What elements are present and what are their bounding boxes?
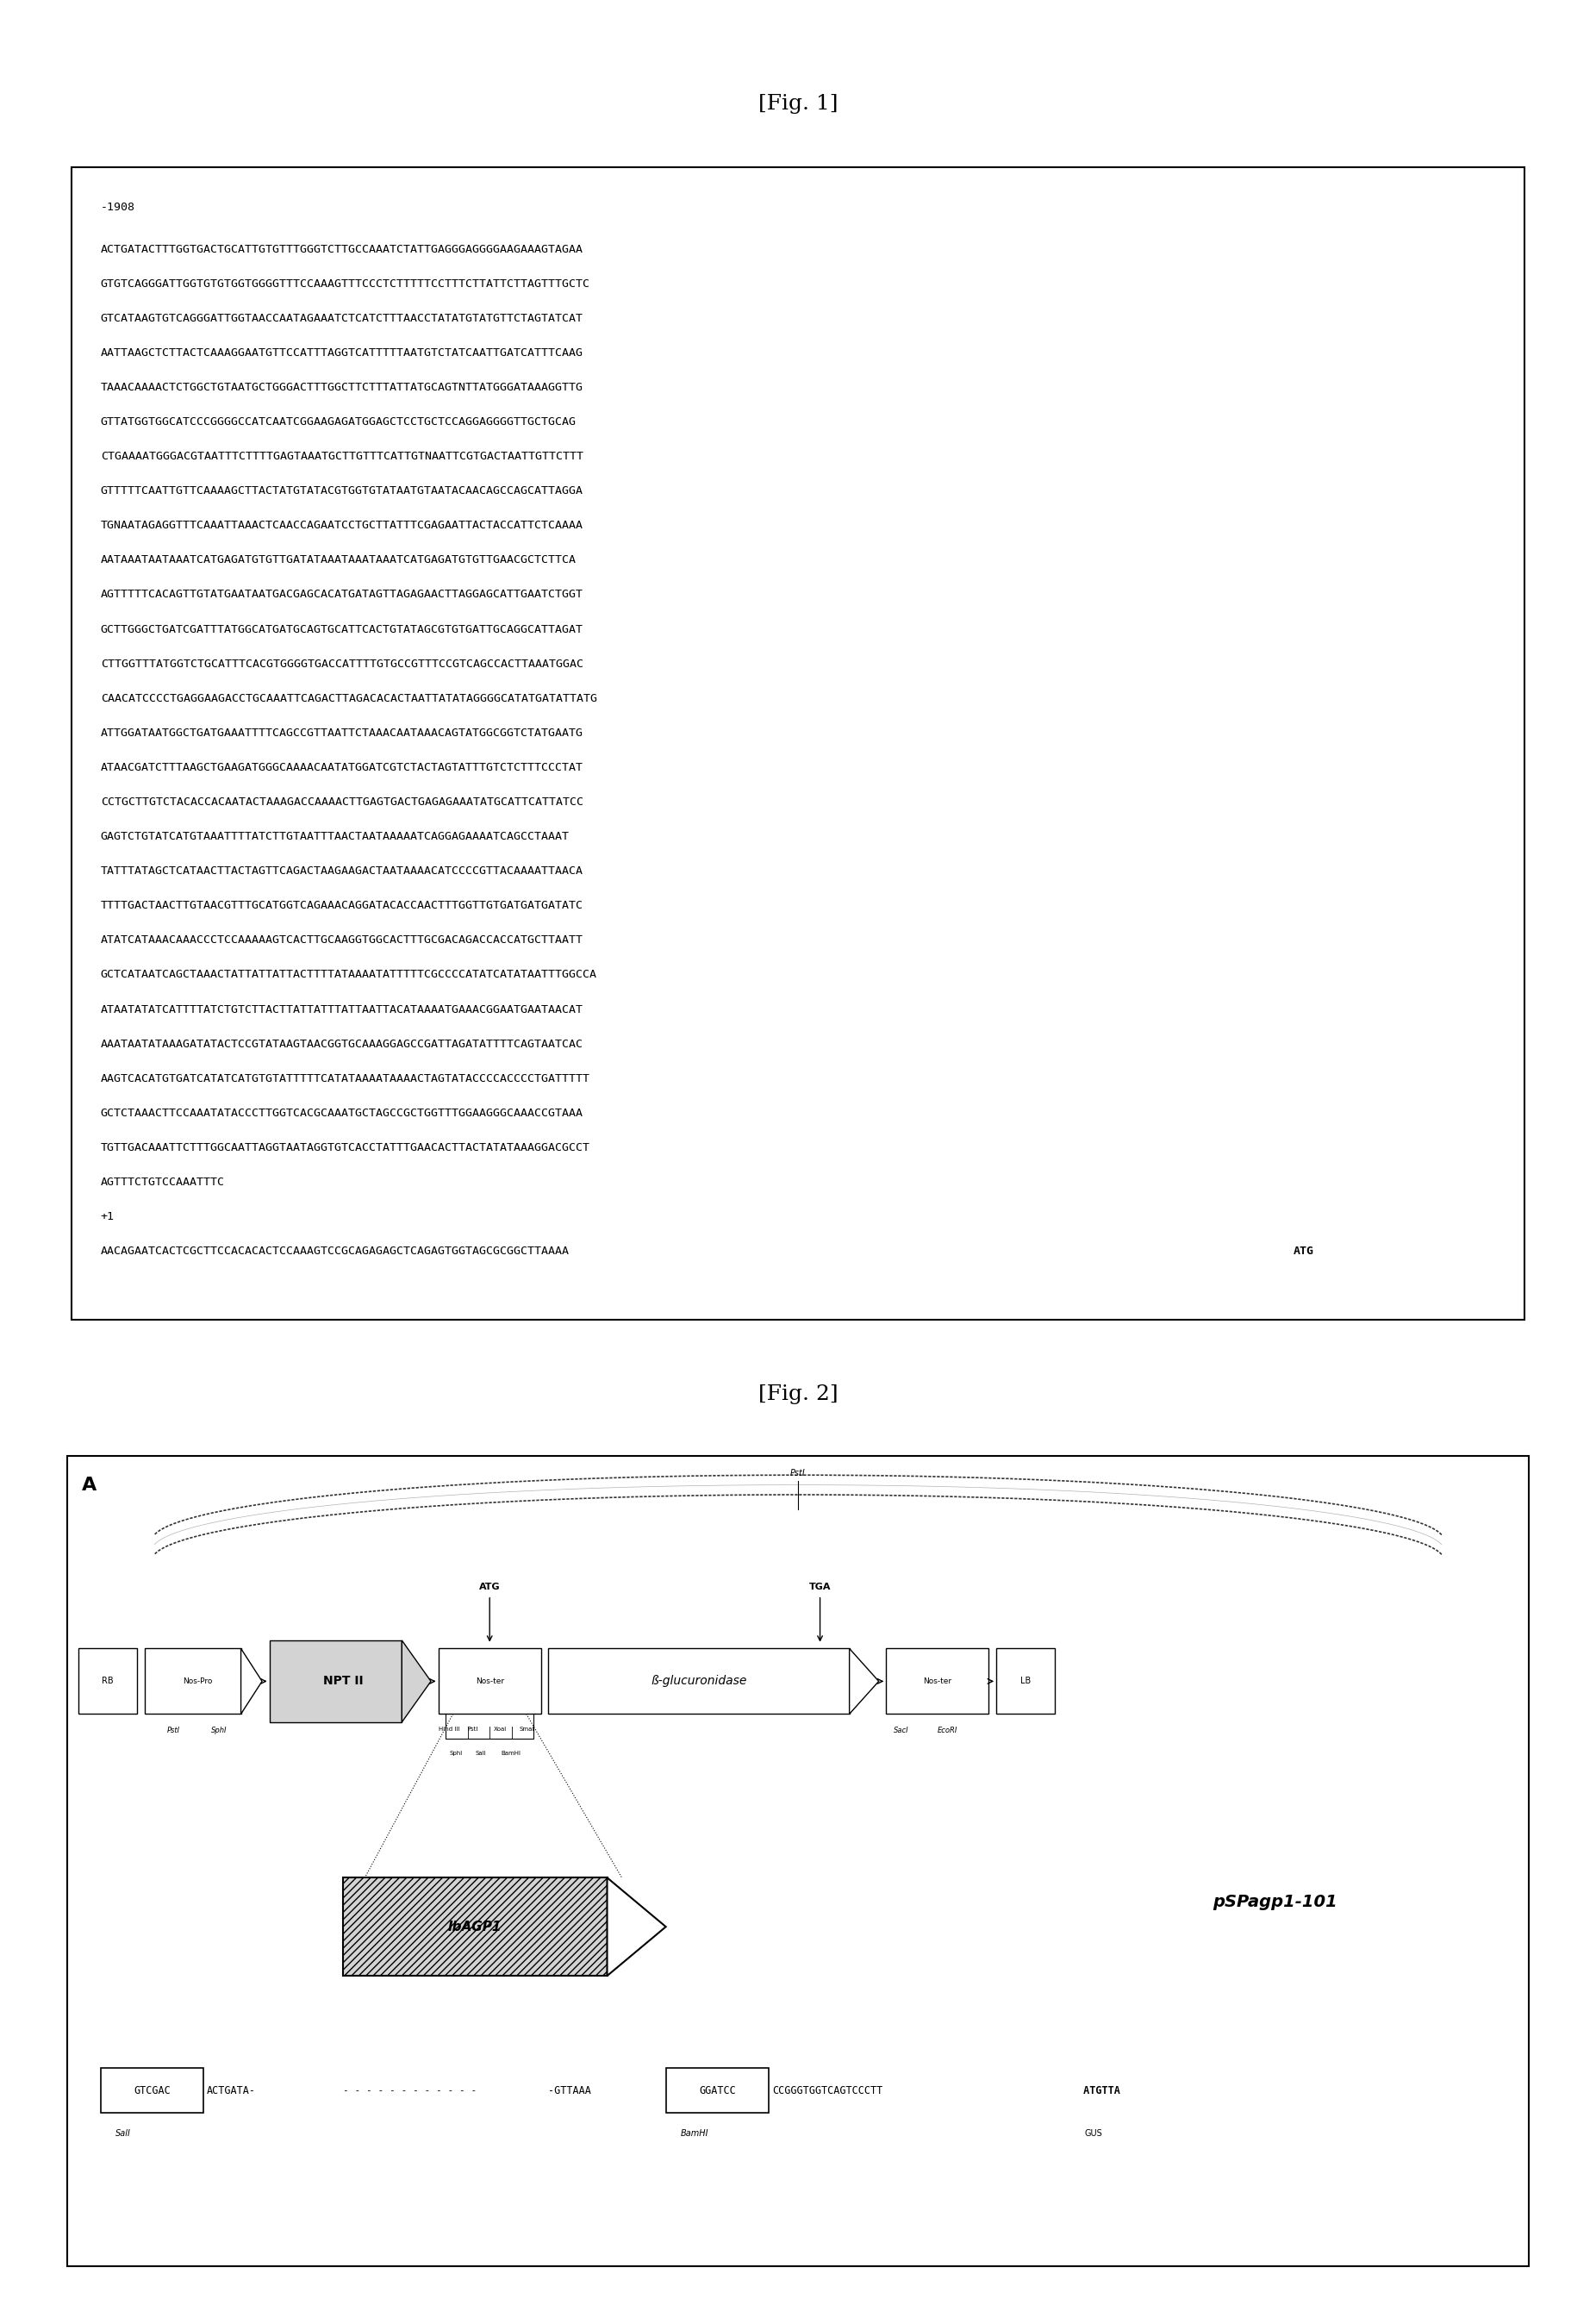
Text: IbAGP1: IbAGP1 [448, 1920, 501, 1934]
Text: PstI: PstI [468, 1726, 479, 1731]
Text: TGA: TGA [809, 1584, 832, 1590]
Text: Nos-ter: Nos-ter [476, 1678, 504, 1685]
FancyBboxPatch shape [78, 1648, 137, 1715]
Text: PstI: PstI [166, 1726, 180, 1733]
FancyBboxPatch shape [67, 1457, 1529, 2266]
Text: GTCATAAGTGTCAGGGATTGGTAACCAATAGAAATCTCATCTTTAACCTATATGTATGTTCTAGTATCAT: GTCATAAGTGTCAGGGATTGGTAACCAATAGAAATCTCAT… [101, 313, 583, 325]
FancyBboxPatch shape [666, 2068, 769, 2114]
Text: CTGAAAATGGGACGTAATTTCTTTTGAGTAAATGCTTGTTTCATTGTNAATTCGTGACTAATTGTTCTTT: CTGAAAATGGGACGTAATTTCTTTTGAGTAAATGCTTGTT… [101, 452, 583, 461]
FancyBboxPatch shape [145, 1648, 241, 1715]
Text: SacI: SacI [894, 1726, 908, 1733]
Text: EcoRI: EcoRI [937, 1726, 958, 1733]
FancyBboxPatch shape [996, 1648, 1055, 1715]
Text: SphI: SphI [450, 1752, 463, 1756]
Text: GTGTCAGGGATTGGTGTGTGGTGGGGTTTCCAAAGTTTCCCTCTTTTTCCTTTCTTATTCTTAGTTTGCTC: GTGTCAGGGATTGGTGTGTGGTGGGGTTTCCAAAGTTTCC… [101, 279, 591, 290]
Text: ACTGATA-: ACTGATA- [207, 2084, 255, 2095]
Text: XoaI: XoaI [493, 1726, 506, 1731]
Text: GCTTGGGCTGATCGATTTATGGCATGATGCAGTGCATTCACTGTATAGCGTGTGATTGCAGGCATTAGAT: GCTTGGGCTGATCGATTTATGGCATGATGCAGTGCATTCA… [101, 625, 583, 634]
Text: ß-glucuronidase: ß-glucuronidase [651, 1676, 747, 1687]
FancyBboxPatch shape [101, 2068, 203, 2114]
FancyBboxPatch shape [886, 1648, 990, 1715]
Text: A: A [83, 1478, 97, 1494]
Text: GAGTCTGTATCATGTAAATTTTATCTTGTAATTTAACTAATAAAAATCAGGAGAAAATCAGCCTAAAT: GAGTCTGTATCATGTAAATTTTATCTTGTAATTTAACTAA… [101, 832, 570, 841]
Text: AATAAATAATAAATCATGAGATGTGTTGATATAAATAAATAAATCATGAGATGTGTTGAACGCTCTTCA: AATAAATAATAAATCATGAGATGTGTTGATATAAATAAAT… [101, 556, 576, 565]
Text: TGTTGACAAATTCTTTGGCAATTAGGTAATAGGTGTCACCTATTTGAACACTTACTATATAAAGGACGCCT: TGTTGACAAATTCTTTGGCAATTAGGTAATAGGTGTCACC… [101, 1141, 591, 1152]
Text: -1908: -1908 [101, 203, 136, 214]
Text: AGTTTCTGTCCAAATTTC: AGTTTCTGTCCAAATTTC [101, 1176, 225, 1187]
FancyBboxPatch shape [549, 1648, 849, 1715]
Text: AACAGAATCACTCGCTTCCACACACTCCAAAGTCCGCAGAGAGCTCAGAGTGGTAGCGCGGCTTAAAA: AACAGAATCACTCGCTTCCACACACTCCAAAGTCCGCAGA… [101, 1245, 570, 1256]
Text: TATTTATAGCTCATAACTTACTAGTTCAGACTAAGAAGACTAATAAAACATCCCCGTTACAAAATTAACA: TATTTATAGCTCATAACTTACTAGTTCAGACTAAGAAGAC… [101, 867, 583, 876]
Text: AAATAATATAAAGATATACTCCGTATAAGTAACGGTGCAAAGGAGCCGATTAGATATTTTCAGTAATCAC: AAATAATATAAAGATATACTCCGTATAAGTAACGGTGCAA… [101, 1037, 583, 1049]
Text: ATAATATATCATTTTATCTGTCTTACTTATTATTTATTAATTACATAAAATGAAACGGAATGAATAACAT: ATAATATATCATTTTATCTGTCTTACTTATTATTTATTAA… [101, 1003, 583, 1014]
Text: SalI: SalI [476, 1752, 485, 1756]
Text: TTTTGACTAACTTGTAACGTTTGCATGGTCAGAAACAGGATACACCAACTTTGGTTGTGATGATGATATC: TTTTGACTAACTTGTAACGTTTGCATGGTCAGAAACAGGA… [101, 901, 583, 910]
Text: PstI: PstI [790, 1468, 806, 1478]
Text: AAGTCACATGTGATCATATCATGTGTATTTTTCATATAAAATAAAACTAGTATACCCCACCCCTGATTTTT: AAGTCACATGTGATCATATCATGTGTATTTTTCATATAAA… [101, 1072, 591, 1083]
Text: CCTGCTTGTCTACACCACAATACTAAAGACCAAAACTTGAGTGACTGAGAGAAATATGCATTCATTATCC: CCTGCTTGTCTACACCACAATACTAAAGACCAAAACTTGA… [101, 798, 583, 807]
Text: SphI: SphI [211, 1726, 227, 1733]
Text: GTTATGGTGGCATCCCGGGGCCATCAATCGGAAGAGATGGAGCTCCTGCTCCAGGAGGGGTTGCTGCAG: GTTATGGTGGCATCCCGGGGCCATCAATCGGAAGAGATGG… [101, 417, 576, 426]
Text: ATG: ATG [1294, 1245, 1315, 1256]
Polygon shape [241, 1648, 262, 1715]
Text: AATTAAGCTCTTACTCAAAGGAATGTTCCATTTAGGTCATTTTTAATGTCTATCAATTGATCATTTCAAG: AATTAAGCTCTTACTCAAAGGAATGTTCCATTTAGGTCAT… [101, 348, 583, 360]
Text: -GTTAAA: -GTTAAA [549, 2084, 592, 2095]
Text: TGNAATAGAGGTTTCAAATTAAACTCAACCAGAATCCTGCTTATTTCGAGAATTACTACCATTCTCAAAA: TGNAATAGAGGTTTCAAATTAAACTCAACCAGAATCCTGC… [101, 521, 583, 530]
Text: LB: LB [1020, 1678, 1031, 1685]
Text: ATTGGATAATGGCTGATGAAATTTTCAGCCGTTAATTCTAAACAATAAACAGTATGGCGGTCTATGAATG: ATTGGATAATGGCTGATGAAATTTTCAGCCGTTAATTCTA… [101, 728, 583, 738]
Text: CTTGGTTTATGGTCTGCATTTCACGTGGGGTGACCATTTTGTGCCGTTTCCGTCAGCCACTTAAATGGAC: CTTGGTTTATGGTCTGCATTTCACGTGGGGTGACCATTTT… [101, 659, 583, 668]
Text: SmaI: SmaI [519, 1726, 535, 1731]
Text: RB: RB [102, 1678, 113, 1685]
Text: TAAACAAAACTCTGGCTGTAATGCTGGGACTTTGGCTTCTTTATTATGCAGTNTTATGGGATAAAGGTTG: TAAACAAAACTCTGGCTGTAATGCTGGGACTTTGGCTTCT… [101, 383, 583, 392]
Text: pSPagp1-101: pSPagp1-101 [1213, 1895, 1337, 1911]
Text: NPT II: NPT II [322, 1676, 362, 1687]
Text: SalI: SalI [115, 2130, 131, 2139]
Text: ATG: ATG [479, 1584, 500, 1590]
Text: AGTTTTTCACAGTTGTATGAATAATGACGAGCACATGATAGTTAGAGAACTTAGGAGCATTGAATCTGGT: AGTTTTTCACAGTTGTATGAATAATGACGAGCACATGATA… [101, 590, 583, 599]
Text: [Fig. 1]: [Fig. 1] [758, 95, 838, 113]
Text: GGATCC: GGATCC [699, 2084, 736, 2095]
Text: CCGGGTGGTCAGTCCCTT: CCGGGTGGTCAGTCCCTT [772, 2084, 883, 2095]
Text: BamHI: BamHI [501, 1752, 520, 1756]
FancyBboxPatch shape [439, 1648, 541, 1715]
Text: GTTTTTCAATTGTTCAAAAGCTTACTATGTATACGTGGTGTATAATGTAATACAACAGCCAGCATTAGGA: GTTTTTCAATTGTTCAAAAGCTTACTATGTATACGTGGTG… [101, 486, 583, 496]
Text: GCTCTAAACTTCCAAATATACCCTTGGTCACGCAAATGCTAGCCGCTGGTTTGGAAGGGCAAACCGTAAA: GCTCTAAACTTCCAAATATACCCTTGGTCACGCAAATGCT… [101, 1106, 583, 1118]
Text: CAACATCCCCTGAGGAAGACCTGCAAATTCAGACTTAGACACACTAATTATATAGGGGCATATGATATTATG: CAACATCCCCTGAGGAAGACCTGCAAATTCAGACTTAGAC… [101, 694, 597, 703]
Text: [Fig. 2]: [Fig. 2] [758, 1385, 838, 1404]
FancyBboxPatch shape [72, 168, 1524, 1318]
FancyBboxPatch shape [270, 1641, 402, 1722]
Text: +1: +1 [101, 1210, 115, 1222]
Text: GCTCATAATCAGCTAAACTATTATTATTACTTTTATAAAATATTTTTCGCCCCATATCATATAATTTGGCCA: GCTCATAATCAGCTAAACTATTATTATTACTTTTATAAAA… [101, 970, 597, 980]
Text: Nos-Pro: Nos-Pro [184, 1678, 212, 1685]
Text: Nos-ter: Nos-ter [922, 1678, 951, 1685]
FancyBboxPatch shape [343, 1879, 606, 1975]
Text: - - - - - - - - - - - -: - - - - - - - - - - - - [343, 2086, 477, 2095]
Text: Hind III: Hind III [439, 1726, 460, 1731]
Text: ATGTTA: ATGTTA [1077, 2084, 1120, 2095]
Polygon shape [849, 1648, 879, 1715]
Polygon shape [606, 1879, 666, 1975]
Text: ATATCATAAACAAACCCTCCAAAAAGTCACTTGCAAGGTGGCACTTTGCGACAGACCACCATGCTTAATT: ATATCATAAACAAACCCTCCAAAAAGTCACTTGCAAGGTG… [101, 936, 583, 945]
Text: GTCGAC: GTCGAC [134, 2084, 171, 2095]
Polygon shape [402, 1641, 431, 1722]
Text: ACTGATACTTTGGTGACTGCATTGTGTTTGGGTCTTGCCAAATCTATTGAGGGAGGGGAAGAAAGTAGAA: ACTGATACTTTGGTGACTGCATTGTGTTTGGGTCTTGCCA… [101, 244, 583, 256]
Text: ATAACGATCTTTAAGCTGAAGATGGGCAAAACAATATGGATCGTCTACTAGTATTTGTCTCTTTCCCTAT: ATAACGATCTTTAAGCTGAAGATGGGCAAAACAATATGGA… [101, 763, 583, 772]
Text: GUS: GUS [1084, 2130, 1103, 2139]
Text: BamHI: BamHI [680, 2130, 709, 2139]
